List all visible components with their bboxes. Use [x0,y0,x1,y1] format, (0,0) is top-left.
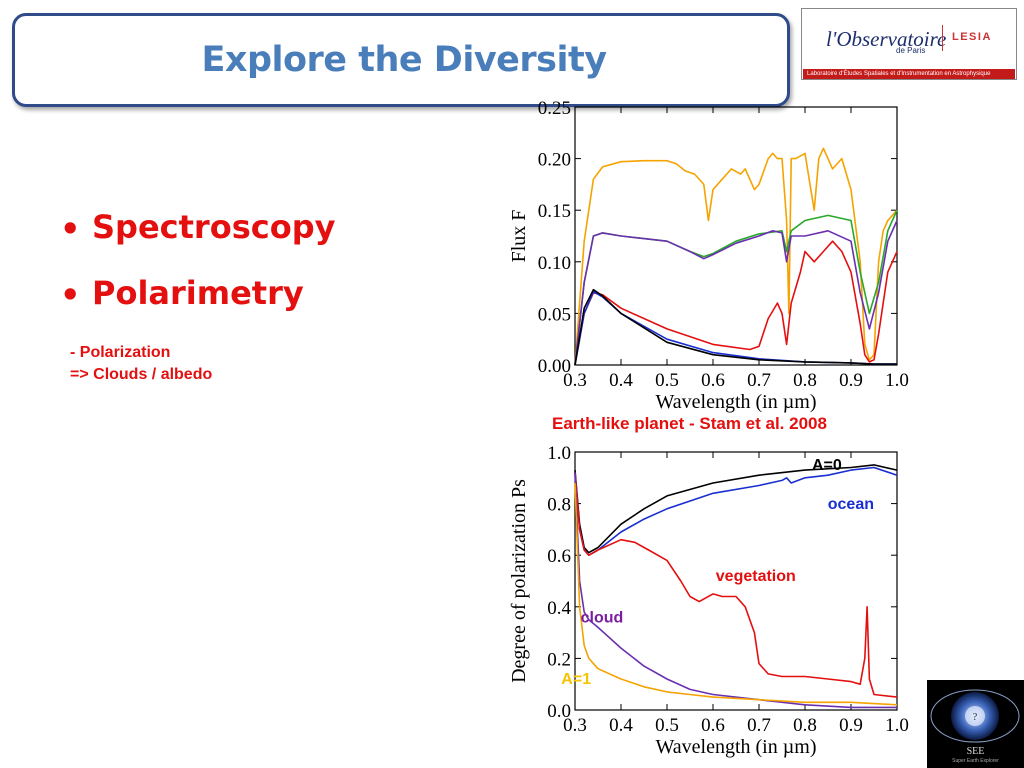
x-tick-label: 0.6 [701,715,725,736]
x-tick-label: 0.7 [747,715,771,736]
y-tick-label: 0.8 [547,495,571,516]
series-line-0 [574,147,898,366]
series-line-3 [574,240,898,366]
y-tick-label: 0.20 [538,150,571,171]
note-line: => Clouds / albedo [70,366,213,383]
y-tick-label: 0.05 [538,304,571,325]
y-axis-label: Degree of polarization Ps [508,479,530,683]
x-tick-label: 0.3 [563,715,587,736]
x-tick-label: 0.3 [563,370,587,391]
plot-frame [574,451,898,711]
y-axis-label: Flux F [508,210,530,263]
x-tick-label: 0.9 [839,715,863,736]
y-tick-label: 0.10 [538,253,571,274]
see-eye-icon: ? [930,689,1020,743]
title-box: Explore the Diversity [12,13,790,107]
y-tick-label: 0.6 [547,546,571,567]
series-annotation: ocean [828,496,874,513]
series-line-3 [574,472,897,709]
y-tick-label: 0.15 [538,201,571,222]
see-subtitle: Super Earth Explorer [952,758,999,764]
series-annotation: cloud [581,609,624,626]
y-tick-label: 0.2 [547,649,571,670]
x-axis-label: Wavelength (in µm) [656,391,817,413]
bullet-dot-icon: • [60,276,81,314]
chart-caption: Earth-like planet - Stam et al. 2008 [552,414,827,433]
logo-band: Laboratoire d'Études Spatiales et d'Inst… [803,69,1015,79]
logo-name: l'Observatoire [826,27,947,51]
see-mark: ? [973,712,978,723]
slide-title: Explore the Diversity [201,40,607,80]
note-line: - Polarization [70,344,171,361]
observatoire-logo: l'Observatoire de Paris LESIA Laboratoir… [801,8,1017,80]
x-tick-label: 0.9 [839,370,863,391]
logo-subname: de Paris [896,46,926,55]
x-tick-label: 0.5 [655,715,679,736]
series-annotation: A=0 [812,457,842,474]
x-tick-label: 0.6 [701,370,725,391]
polarization-note: - Polarization => Clouds / albedo [70,342,212,386]
series-line-5 [574,288,897,366]
x-tick-label: 1.0 [885,370,909,391]
x-tick-label: 0.4 [609,370,633,391]
polarization-chart: 0.3 0.4 0.5 0.6 0.7 0.8 0.9 1.0 0.0 0.2 0.4 0.6 0.8 1… [508,443,909,758]
x-tick-label: 0.8 [793,715,817,736]
plot-frame [574,106,898,366]
series-annotation: A=1 [561,671,591,688]
x-tick-label: 1.0 [885,715,909,736]
series-line-2 [574,220,898,366]
y-tick-label: 0.4 [547,598,571,619]
y-tick-label: 1.0 [547,443,571,464]
series-annotation: vegetation [716,568,796,585]
x-tick-label: 0.4 [609,715,633,736]
logo-separator [942,25,943,51]
y-tick-label: 0.00 [538,356,571,377]
bullet-dot-icon: • [60,210,81,248]
x-tick-label: 0.8 [793,370,817,391]
series-line-4 [574,290,897,366]
see-logo: ? SEE Super Earth Explorer [927,680,1024,768]
series-line-2 [574,472,898,698]
bullet-label: Polarimetry [92,274,304,312]
y-tick-label: 0.0 [547,701,571,722]
bullet-label: Spectroscopy [92,208,336,246]
series-line-0 [574,464,898,554]
x-tick-label: 0.7 [747,370,771,391]
x-axis-label: Wavelength (in µm) [656,736,817,758]
logo-lab: LESIA [952,31,992,43]
series-line-1 [574,209,898,366]
x-tick-label: 0.5 [655,370,679,391]
see-title: SEE [966,746,985,757]
series-line-4 [574,482,898,706]
flux-chart: 0.3 0.4 0.5 0.6 0.7 0.8 0.9 1.0 0.00 0.05 0.10 0.15… [508,98,909,413]
y-tick-label: 0.25 [538,98,571,119]
